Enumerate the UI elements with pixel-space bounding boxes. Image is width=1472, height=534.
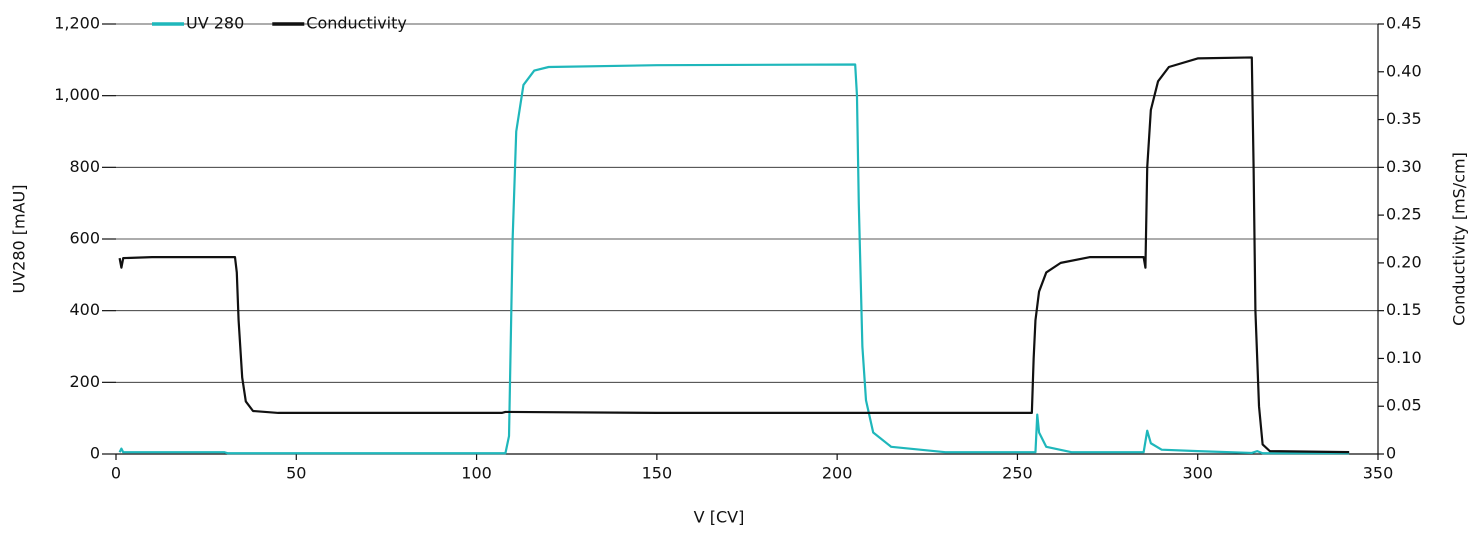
series-line — [118, 56, 1350, 454]
series-line — [118, 63, 1350, 455]
y-tick-label: 1,000 — [54, 85, 100, 104]
x-tick-label: 350 — [1363, 464, 1394, 483]
x-tick-label: 100 — [461, 464, 492, 483]
y-tick-label: 800 — [69, 157, 100, 176]
y2-tick-label: 0.40 — [1386, 61, 1422, 80]
x-tick-label: 50 — [286, 464, 306, 483]
y2-tick-label: 0.30 — [1386, 157, 1422, 176]
y2-tick-label: 0.10 — [1386, 348, 1422, 367]
x-axis-label: V [CV] — [694, 508, 745, 527]
y2-tick-label: 0.20 — [1386, 252, 1422, 271]
y-tick-label: 600 — [69, 229, 100, 248]
x-tick-label: 0 — [111, 464, 121, 483]
y-tick-label: 200 — [69, 372, 100, 391]
x-tick-label: 200 — [822, 464, 853, 483]
y2-tick-label: 0.45 — [1386, 14, 1422, 33]
x-tick-label: 300 — [1182, 464, 1213, 483]
y2-tick-label: 0.15 — [1386, 300, 1422, 319]
y-tick-label: 1,200 — [54, 14, 100, 33]
y-tick-label: 400 — [69, 300, 100, 319]
x-tick-label: 250 — [1002, 464, 1033, 483]
y2-tick-label: 0.05 — [1386, 396, 1422, 415]
y2-tick-label: 0.35 — [1386, 109, 1422, 128]
legend-label: Conductivity — [306, 14, 407, 33]
y-axis-label: UV280 [mAU] — [10, 184, 29, 293]
y2-tick-label: 0 — [1386, 444, 1396, 463]
legend-label: UV 280 — [186, 14, 244, 33]
y2-tick-label: 0.25 — [1386, 205, 1422, 224]
x-tick-label: 150 — [642, 464, 673, 483]
y2-axis-label: Conductivity [mS/cm] — [1450, 152, 1469, 326]
y-tick-label: 0 — [90, 444, 100, 463]
